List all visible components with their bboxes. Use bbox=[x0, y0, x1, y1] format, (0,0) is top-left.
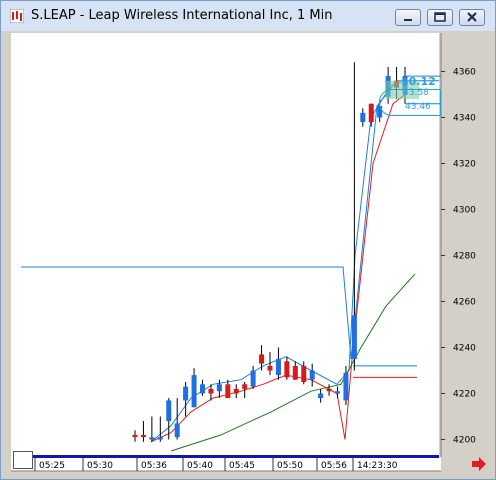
close-button[interactable] bbox=[459, 9, 485, 26]
price-chart[interactable]: 4200 4220 4240 4260 4280 4300 4320 4340 4360 05:… bbox=[1, 31, 495, 479]
candle-body bbox=[309, 370, 315, 380]
candle-body bbox=[351, 315, 357, 359]
window-title: S.LEAP - Leap Wireless International Inc… bbox=[31, 8, 333, 23]
candle-body bbox=[259, 354, 265, 364]
candle-body bbox=[242, 384, 248, 389]
title-bar[interactable]: S.LEAP - Leap Wireless International Inc… bbox=[1, 1, 495, 31]
candle-body bbox=[335, 391, 340, 394]
y-tick-label: 4340 bbox=[453, 114, 476, 124]
candle-body bbox=[326, 388, 332, 392]
y-tick-label: 4240 bbox=[453, 344, 476, 354]
candle-body bbox=[343, 372, 349, 401]
candle-body bbox=[250, 370, 256, 387]
plot-area bbox=[11, 33, 439, 457]
y-axis: 4200 4220 4240 4260 4280 4300 4320 4340 4360 bbox=[441, 68, 476, 446]
scroll-right-arrow-icon[interactable] bbox=[471, 457, 487, 471]
candle-body bbox=[318, 393, 324, 399]
y-tick-label: 4220 bbox=[453, 390, 476, 400]
close-icon bbox=[467, 12, 477, 22]
x-tick-label: 05:36 bbox=[141, 461, 167, 471]
x-tick-label: 14:23:30 bbox=[357, 461, 398, 471]
x-tick-label: 05:56 bbox=[321, 461, 347, 471]
x-tick-label: 05:50 bbox=[277, 461, 303, 471]
candle-body bbox=[132, 434, 138, 438]
x-tick-label: 05:45 bbox=[229, 461, 255, 471]
moving-averages bbox=[21, 80, 439, 452]
time-bar bbox=[33, 455, 439, 458]
corner-toggle[interactable] bbox=[13, 451, 33, 469]
candle-body bbox=[377, 106, 383, 118]
x-tick-label: 05:30 bbox=[87, 461, 113, 471]
minimize-icon bbox=[404, 19, 412, 21]
candle-body bbox=[216, 384, 222, 392]
x-tick-label: 05:25 bbox=[39, 461, 65, 471]
price-range-box bbox=[379, 89, 441, 116]
ma-slow-line bbox=[170, 273, 416, 452]
y-axis-panel bbox=[441, 31, 495, 479]
y-tick-label: 4260 bbox=[453, 298, 476, 308]
candle-body bbox=[166, 400, 172, 422]
y-tick-label: 4280 bbox=[453, 252, 476, 262]
x-axis: 05:25 05:30 05:36 05:40 05:45 05:50 05:56 14:23… bbox=[34, 458, 398, 471]
price-high: 43.58 bbox=[403, 88, 429, 98]
candle-body bbox=[174, 423, 180, 438]
chart-app-icon bbox=[10, 9, 24, 23]
candle-body bbox=[149, 437, 155, 440]
minimize-button[interactable] bbox=[395, 9, 421, 26]
maximize-button[interactable] bbox=[427, 9, 453, 26]
y-tick-label: 4320 bbox=[453, 160, 476, 170]
candle-body bbox=[157, 437, 163, 440]
candle-body bbox=[301, 365, 307, 382]
candle-body bbox=[183, 386, 189, 401]
candle-body bbox=[233, 388, 239, 394]
candle-body bbox=[275, 359, 281, 376]
candle-body bbox=[360, 112, 366, 123]
x-tick-label: 05:40 bbox=[187, 461, 213, 471]
candle-body bbox=[267, 365, 273, 371]
candle-body bbox=[284, 361, 290, 378]
ma-medium-line bbox=[150, 94, 406, 443]
maximize-icon bbox=[434, 12, 446, 22]
candle-body bbox=[140, 434, 146, 438]
price-low: 43.46 bbox=[405, 102, 431, 112]
candle-body bbox=[200, 384, 205, 394]
y-tick-label: 4200 bbox=[453, 436, 476, 446]
price-delta: $0.12 bbox=[401, 75, 436, 88]
x-axis-area bbox=[11, 457, 441, 471]
y-tick-label: 4360 bbox=[453, 68, 476, 78]
candle-body bbox=[191, 375, 197, 408]
candle-body bbox=[225, 384, 231, 399]
candle-body bbox=[292, 365, 298, 380]
candle-body bbox=[208, 388, 214, 394]
candle-body bbox=[368, 103, 374, 123]
y-tick-label: 4300 bbox=[453, 206, 476, 216]
